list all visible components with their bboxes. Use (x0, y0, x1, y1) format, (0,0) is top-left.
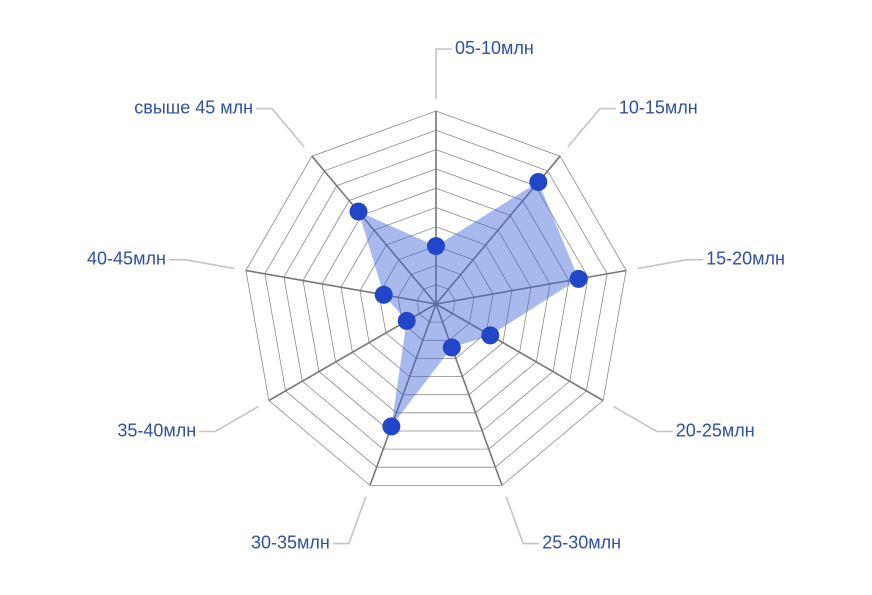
axis-label: 15-20млн (706, 248, 785, 268)
axis-label: 25-30млн (542, 532, 621, 552)
grid-ring (397, 264, 475, 341)
spoke-line (435, 269, 627, 305)
axis-label: 30-35млн (251, 532, 330, 552)
data-point (442, 338, 461, 357)
grid-ring (416, 284, 456, 323)
spoke-line (369, 303, 437, 486)
axis-labels: 05-10млн 10-15млн 15-20млн 20-25млн 25-30млн… (87, 38, 785, 553)
grid-ring (340, 207, 532, 396)
leader-line (567, 107, 616, 148)
grid-ring (245, 110, 627, 486)
data-point (481, 326, 500, 345)
data-point (427, 237, 445, 256)
axis-label: 10-15млн (619, 97, 698, 117)
leader-line (637, 258, 704, 270)
leader-line (613, 405, 673, 433)
data-point (382, 417, 401, 436)
label-leaders (168, 48, 704, 545)
data-point (349, 202, 368, 221)
axis-label: 20-25млн (676, 420, 755, 440)
radar-grid (245, 110, 627, 486)
grid-ring (359, 226, 513, 377)
spoke-line (435, 303, 604, 402)
series-area-fill (358, 182, 579, 427)
leader-line (435, 48, 452, 99)
data-point (397, 311, 416, 330)
leader-line (168, 258, 235, 270)
leader-line (505, 496, 540, 545)
grid-ring (321, 187, 551, 414)
axis-label: 05-10млн (455, 38, 534, 58)
leader-line (256, 107, 305, 148)
leader-line (332, 496, 367, 545)
axis-label: свыше 45 млн (134, 97, 253, 117)
grid-ring (378, 245, 494, 359)
axis-label: 35-40млн (117, 420, 196, 440)
spoke-line (435, 303, 503, 486)
series-points (349, 173, 588, 436)
spoke-line (311, 155, 437, 305)
data-point (529, 173, 548, 191)
radar-spokes (245, 111, 627, 486)
series-area (358, 182, 579, 427)
data-point (569, 269, 588, 288)
grid-ring (302, 168, 570, 432)
leader-line (199, 405, 259, 433)
data-point (374, 285, 393, 304)
spoke-line (245, 269, 437, 305)
grid-ring (283, 149, 589, 450)
grid-ring (264, 129, 608, 468)
axis-label: 40-45млн (87, 248, 166, 268)
